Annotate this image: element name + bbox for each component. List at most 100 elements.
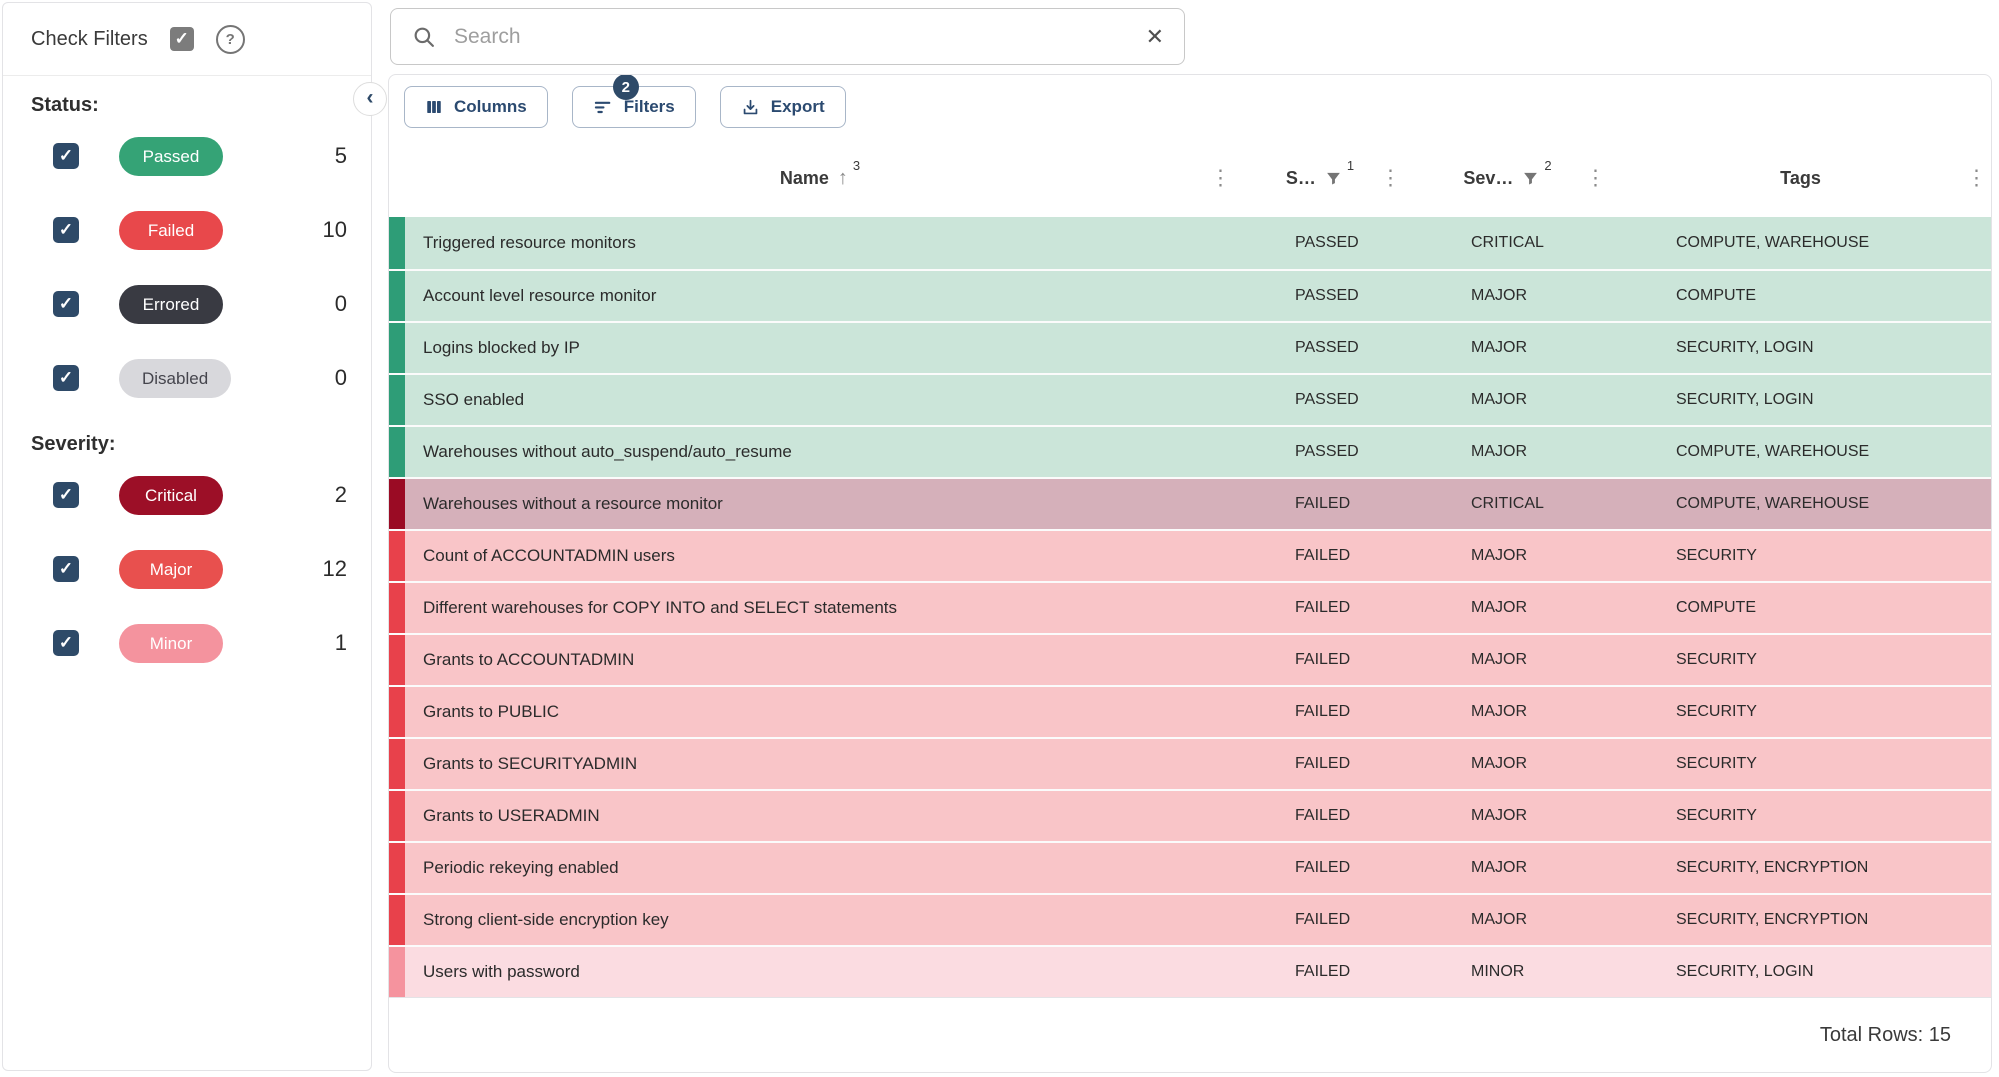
count-critical: 2 [334, 482, 347, 507]
cell-tags: SECURITY, LOGIN [1676, 391, 1814, 408]
collapse-sidebar-button[interactable]: ‹ [353, 82, 387, 116]
cell-name: Different warehouses for COPY INTO and S… [423, 598, 898, 617]
severity-filter-funnel-icon[interactable] [1522, 170, 1539, 187]
search-input[interactable] [452, 23, 1131, 50]
severity-stripe [389, 427, 405, 477]
sort-ascending-icon[interactable]: ↑ [837, 166, 848, 189]
cell-severity: MINOR [1471, 963, 1525, 980]
search-icon [411, 24, 437, 50]
cell-status: FAILED [1295, 547, 1351, 564]
filter-row-disabled: ✓ Disabled 0 [3, 341, 371, 415]
checkbox-errored[interactable]: ✓ [53, 291, 79, 317]
cell-severity: MAJOR [1471, 391, 1527, 408]
severity-header-label: Sev… [1463, 167, 1514, 188]
table-row[interactable]: Grants to USERADMIN FAILED MAJOR SECURITY [389, 789, 1991, 841]
severity-stripe [389, 635, 405, 685]
table-row[interactable]: Grants to SECURITYADMIN FAILED MAJOR SECURI… [389, 737, 1991, 789]
cell-name: Users with password [423, 962, 580, 981]
filters-button[interactable]: 2 Filters [571, 75, 696, 128]
cell-severity: CRITICAL [1471, 495, 1544, 512]
column-header-status[interactable]: S… 1 ⋮ [1235, 139, 1405, 217]
chip-minor: Minor [119, 623, 223, 663]
chevron-left-icon: ‹ [366, 85, 374, 109]
checkbox-disabled[interactable]: ✓ [53, 365, 79, 391]
clear-search-icon[interactable]: ✕ [1145, 23, 1164, 49]
checkbox-major[interactable]: ✓ [53, 556, 79, 582]
cell-severity: MAJOR [1471, 755, 1527, 772]
table-row[interactable]: Grants to ACCOUNTADMIN FAILED MAJOR SECURIT… [389, 633, 1991, 685]
cell-tags: COMPUTE, WAREHOUSE [1676, 443, 1870, 460]
checkbox-failed[interactable]: ✓ [53, 217, 79, 243]
column-header-tags[interactable]: Tags ⋮ [1610, 139, 1991, 217]
chip-critical: Critical [119, 475, 223, 515]
table-row[interactable]: Warehouses without auto_suspend/auto_res… [389, 425, 1991, 477]
table-row[interactable]: Logins blocked by IP PASSED MAJOR SECURITY,… [389, 321, 1991, 373]
count-major: 12 [322, 556, 347, 581]
cell-name: SSO enabled [423, 390, 525, 409]
cell-tags: SECURITY, LOGIN [1676, 339, 1814, 356]
column-header-name[interactable]: Name ↑ 3 ⋮ [405, 139, 1235, 217]
cell-tags: SECURITY, ENCRYPTION [1676, 911, 1869, 928]
cell-severity: MAJOR [1471, 911, 1527, 928]
cell-name: Strong client-side encryption key [423, 910, 669, 929]
cell-status: FAILED [1295, 911, 1351, 928]
filter-row-major: ✓ Major 12 [3, 532, 371, 606]
status-filter-funnel-icon[interactable] [1325, 170, 1342, 187]
tags-column-menu-icon[interactable]: ⋮ [1966, 166, 1987, 190]
table-row[interactable]: Users with password FAILED MINOR SECURITY, … [389, 945, 1991, 997]
checkbox-passed[interactable]: ✓ [53, 143, 79, 169]
chip-passed: Passed [119, 136, 223, 176]
sidebar-title: Check Filters [31, 27, 148, 50]
help-icon[interactable]: ? [215, 24, 245, 54]
table-row[interactable]: Different warehouses for COPY INTO and S… [389, 581, 1991, 633]
export-button[interactable]: Export [719, 86, 846, 128]
cell-name: Periodic rekeying enabled [423, 858, 619, 877]
cell-tags: SECURITY [1676, 651, 1757, 668]
cell-name: Warehouses without a resource monitor [423, 494, 723, 513]
columns-icon [425, 98, 443, 116]
cell-severity: MAJOR [1471, 703, 1527, 720]
filter-row-failed: ✓ Failed 10 [3, 193, 371, 267]
cell-tags: SECURITY, ENCRYPTION [1676, 859, 1869, 876]
table-row[interactable]: Warehouses without a resource monitor FAI… [389, 477, 1991, 529]
columns-button[interactable]: Columns [404, 86, 548, 128]
checkbox-minor[interactable]: ✓ [53, 630, 79, 656]
checkbox-critical[interactable]: ✓ [53, 482, 79, 508]
cell-severity: MAJOR [1471, 599, 1527, 616]
filter-list-icon [593, 97, 613, 117]
sort-order-badge: 3 [852, 157, 861, 173]
cell-status: PASSED [1295, 443, 1359, 460]
table-row[interactable]: SSO enabled PASSED MAJOR SECURITY, LOGIN [389, 373, 1991, 425]
status-filter-badge: 1 [1346, 157, 1355, 173]
check-filters-checkbox[interactable]: ✓ [169, 27, 194, 51]
stripe-column-header [389, 139, 405, 217]
chip-failed: Failed [119, 210, 223, 250]
cell-status: FAILED [1295, 651, 1351, 668]
cell-status: FAILED [1295, 807, 1351, 824]
column-header-severity[interactable]: Sev… 2 ⋮ [1405, 139, 1610, 217]
cell-tags: COMPUTE, WAREHOUSE [1676, 495, 1870, 512]
cell-status: FAILED [1295, 703, 1351, 720]
count-passed: 5 [334, 143, 347, 168]
name-column-menu-icon[interactable]: ⋮ [1210, 166, 1231, 190]
cell-tags: COMPUTE, WAREHOUSE [1676, 234, 1870, 251]
severity-stripe [389, 687, 405, 737]
table-row[interactable]: Strong client-side encryption key FAILED M… [389, 893, 1991, 945]
cell-tags: COMPUTE [1676, 287, 1756, 304]
table-row[interactable]: Account level resource monitor PASSED MAJO… [389, 269, 1991, 321]
severity-column-menu-icon[interactable]: ⋮ [1585, 166, 1606, 190]
table-row[interactable]: Triggered resource monitors PASSED CRITICA… [389, 217, 1991, 269]
cell-severity: CRITICAL [1471, 234, 1544, 251]
severity-stripe [389, 739, 405, 789]
name-header-label: Name [779, 167, 829, 188]
cell-status: FAILED [1295, 963, 1351, 980]
cell-tags: SECURITY [1676, 703, 1757, 720]
table-row[interactable]: Grants to PUBLIC FAILED MAJOR SECURITY [389, 685, 1991, 737]
status-column-menu-icon[interactable]: ⋮ [1380, 166, 1401, 190]
table-row[interactable]: Count of ACCOUNTADMIN users FAILED MAJOR SE… [389, 529, 1991, 581]
cell-tags: SECURITY [1676, 807, 1757, 824]
cell-tags: SECURITY [1676, 547, 1757, 564]
cell-status: FAILED [1295, 755, 1351, 772]
sidebar-header: Check Filters ✓ ? [3, 3, 371, 76]
table-row[interactable]: Periodic rekeying enabled FAILED MAJOR SECU… [389, 841, 1991, 893]
